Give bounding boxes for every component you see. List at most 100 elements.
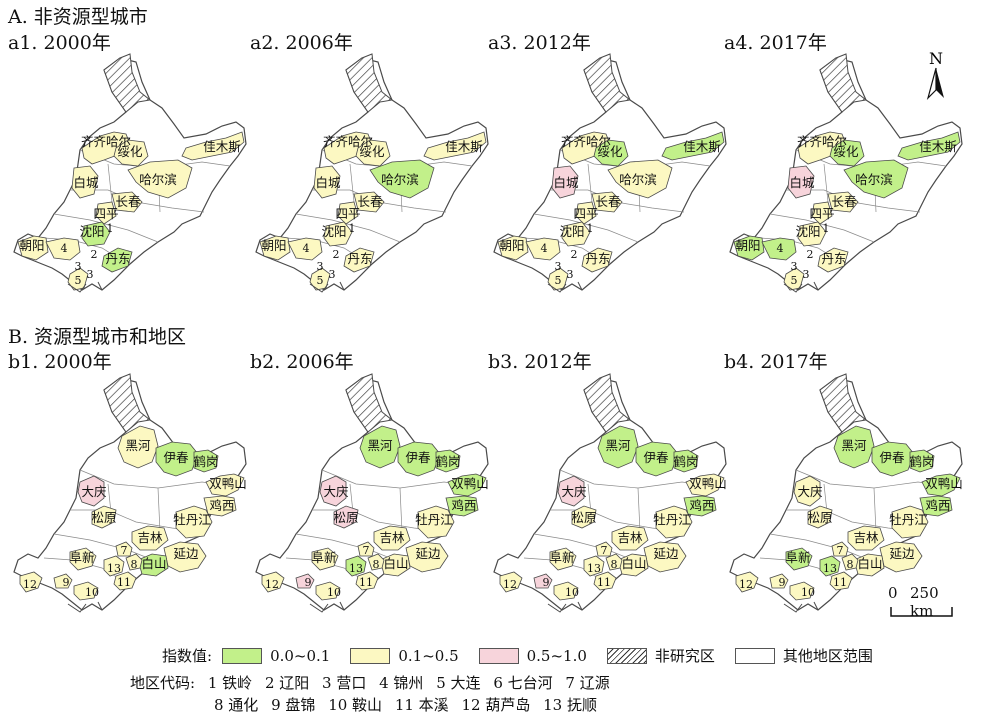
region-code: 11 本溪 bbox=[394, 696, 449, 714]
region-code-3: 3 bbox=[329, 268, 336, 281]
region-daqing bbox=[793, 475, 821, 507]
region-code-11: 11 bbox=[359, 576, 373, 589]
region-code-3: 3 bbox=[87, 268, 94, 281]
label-suihua: 绥化 bbox=[117, 144, 143, 159]
region-code-3: 3 bbox=[555, 260, 562, 273]
region-c9 bbox=[53, 573, 73, 589]
label-jilin: 吉林 bbox=[379, 530, 405, 545]
region-suihua bbox=[355, 139, 391, 167]
panel-title-b4: b4. 2017年 bbox=[724, 351, 828, 373]
label-songyuan: 松原 bbox=[571, 510, 596, 525]
region-code-13: 13 bbox=[349, 562, 363, 575]
region-code-1: 1 bbox=[107, 222, 114, 235]
region-code-13: 13 bbox=[587, 562, 601, 575]
label-siping: 四平 bbox=[335, 206, 360, 221]
label-shuangyashan: 双鸭山 bbox=[925, 476, 963, 491]
region-changchun bbox=[353, 191, 385, 213]
region-songyuan bbox=[807, 505, 833, 529]
map-a1: 齐齐哈尔 绥化 佳木斯 哈尔滨 白城 长春 四平 沈阳 朝阳 丹东 1 2 3 4 5 3 bbox=[8, 52, 248, 302]
region-code: 1 铁岭 bbox=[207, 674, 253, 692]
region-dalian bbox=[67, 267, 89, 291]
label-harbin: 哈尔滨 bbox=[855, 172, 893, 187]
label-yanbian: 延边 bbox=[173, 546, 199, 561]
region-code: 10 鞍山 bbox=[328, 696, 383, 714]
region-code-8: 8 bbox=[131, 558, 138, 571]
non-study-area bbox=[103, 53, 152, 113]
region-yanbian bbox=[643, 541, 687, 573]
map-a4: 齐齐哈尔 绥化 佳木斯 哈尔滨 白城 长春 四平 沈阳 朝阳 丹东 1 2 3 4 5 3 bbox=[724, 52, 964, 302]
non-study-area bbox=[819, 53, 868, 113]
province-outline bbox=[255, 57, 489, 291]
label-siping: 四平 bbox=[573, 206, 598, 221]
panel-title-b1: b1. 2000年 bbox=[8, 351, 112, 373]
panel-title-b2: b2. 2006年 bbox=[250, 351, 354, 373]
non-study-area bbox=[819, 373, 868, 433]
region-c13 bbox=[819, 555, 841, 577]
region-code: 4 锦州 bbox=[379, 674, 424, 692]
region-c9 bbox=[295, 573, 315, 589]
region-c10 bbox=[553, 581, 579, 601]
north-arrow: N bbox=[924, 49, 948, 106]
region-dandong bbox=[817, 247, 849, 273]
region-code: 6 七台河 bbox=[493, 674, 553, 692]
region-jilin bbox=[847, 525, 885, 551]
region-code-4: 4 bbox=[541, 242, 548, 255]
region-code-3: 3 bbox=[791, 260, 798, 273]
region-shenyang bbox=[561, 221, 591, 247]
region-dalian bbox=[309, 267, 331, 291]
region-songyuan bbox=[571, 505, 597, 529]
region-code-5: 5 bbox=[791, 274, 798, 287]
label-songyuan: 松原 bbox=[333, 510, 358, 525]
region-code: 13 抚顺 bbox=[543, 696, 597, 714]
section-b-title: B. 资源型城市和地区 bbox=[8, 326, 187, 348]
region-c11 bbox=[113, 571, 137, 591]
region-siping bbox=[95, 201, 117, 225]
region-code: 5 大连 bbox=[436, 674, 481, 692]
region-code-10: 10 bbox=[85, 586, 99, 599]
region-harbin bbox=[127, 159, 193, 199]
region-code-7: 7 bbox=[363, 544, 370, 557]
label-yanbian: 延边 bbox=[415, 546, 441, 561]
region-code-5: 5 bbox=[555, 274, 562, 287]
label-baicheng: 白城 bbox=[789, 175, 815, 190]
label-suihua: 绥化 bbox=[359, 144, 385, 159]
region-c7 bbox=[595, 541, 613, 557]
label-daqing: 大庆 bbox=[561, 484, 587, 499]
label-suihua: 绥化 bbox=[833, 144, 859, 159]
region-c12 bbox=[19, 571, 43, 593]
legend-text-pink: 0.5~1.0 bbox=[526, 646, 587, 665]
label-baishan: 白山 bbox=[621, 556, 646, 571]
region-code-9: 9 bbox=[305, 576, 312, 589]
label-siping: 四平 bbox=[809, 206, 834, 221]
region-c11 bbox=[829, 571, 853, 591]
label-chaoyang: 朝阳 bbox=[261, 238, 286, 253]
label-changchun: 长春 bbox=[115, 194, 141, 209]
region-shuangyashan bbox=[447, 473, 487, 497]
region-code: 2 辽阳 bbox=[264, 674, 310, 692]
region-mudanjiang bbox=[655, 505, 693, 539]
scale-zero: 0 bbox=[888, 584, 898, 602]
region-code-3: 3 bbox=[803, 268, 810, 281]
province-outline bbox=[729, 57, 963, 291]
label-shenyang: 沈阳 bbox=[79, 224, 104, 239]
region-code-3: 3 bbox=[317, 260, 324, 273]
region-code-1: 1 bbox=[349, 222, 356, 235]
label-mudanjiang: 牡丹江 bbox=[415, 512, 453, 527]
label-yichun: 伊春 bbox=[643, 450, 669, 465]
region-code: 9 盘锦 bbox=[271, 696, 316, 714]
region-hegang bbox=[435, 449, 461, 473]
label-mudanjiang: 牡丹江 bbox=[653, 512, 691, 527]
region-code-10: 10 bbox=[565, 586, 579, 599]
label-qiqihar: 齐齐哈尔 bbox=[561, 134, 611, 149]
label-jixi: 鸡西 bbox=[451, 498, 476, 513]
label-harbin: 哈尔滨 bbox=[619, 172, 657, 187]
region-suihua bbox=[113, 139, 149, 167]
legend-swatch-hatch bbox=[606, 647, 647, 664]
label-jilin: 吉林 bbox=[853, 530, 879, 545]
region-suihua bbox=[829, 139, 865, 167]
label-hegang: 鹤岗 bbox=[435, 454, 460, 469]
legend-swatch-pink bbox=[478, 647, 519, 664]
label-chaoyang: 朝阳 bbox=[499, 238, 524, 253]
region-chaoyang bbox=[259, 235, 291, 261]
region-c7 bbox=[831, 541, 849, 557]
